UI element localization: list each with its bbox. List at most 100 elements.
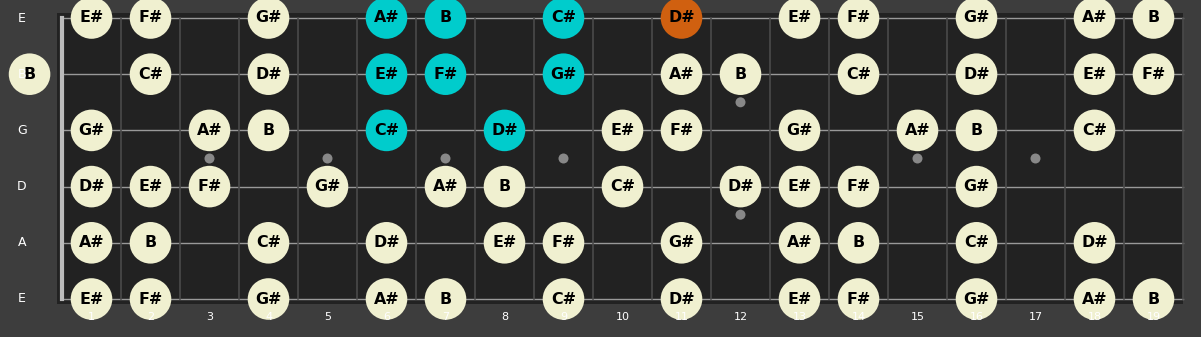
- Ellipse shape: [897, 110, 938, 151]
- Text: F#: F#: [847, 292, 871, 306]
- Ellipse shape: [71, 166, 113, 207]
- Text: E#: E#: [492, 235, 516, 250]
- Text: F#: F#: [847, 179, 871, 194]
- Text: E#: E#: [79, 10, 103, 26]
- Text: A#: A#: [669, 67, 694, 82]
- Ellipse shape: [956, 278, 997, 320]
- Ellipse shape: [247, 53, 289, 95]
- Ellipse shape: [778, 110, 820, 151]
- Text: D#: D#: [78, 179, 104, 194]
- Text: A#: A#: [197, 123, 222, 138]
- Ellipse shape: [1074, 53, 1116, 95]
- Ellipse shape: [956, 110, 997, 151]
- Text: B: B: [24, 67, 36, 82]
- Ellipse shape: [778, 278, 820, 320]
- Ellipse shape: [558, 153, 568, 163]
- Text: 13: 13: [793, 312, 807, 322]
- Ellipse shape: [204, 153, 215, 163]
- Text: 4: 4: [265, 312, 273, 322]
- Text: B: B: [440, 292, 452, 306]
- Text: A#: A#: [1082, 292, 1107, 306]
- Text: D#: D#: [255, 67, 282, 82]
- Text: F#: F#: [669, 123, 694, 138]
- Text: A#: A#: [79, 235, 104, 250]
- Ellipse shape: [189, 166, 231, 207]
- Text: D#: D#: [668, 292, 695, 306]
- Ellipse shape: [189, 110, 231, 151]
- Ellipse shape: [425, 0, 466, 39]
- Ellipse shape: [71, 0, 113, 39]
- Ellipse shape: [956, 166, 997, 207]
- Text: 5: 5: [324, 312, 331, 322]
- Ellipse shape: [956, 222, 997, 264]
- Ellipse shape: [719, 166, 761, 207]
- Ellipse shape: [1074, 278, 1116, 320]
- Text: G#: G#: [787, 123, 813, 138]
- Text: B: B: [144, 235, 156, 250]
- Ellipse shape: [366, 278, 407, 320]
- Ellipse shape: [484, 110, 525, 151]
- Ellipse shape: [543, 53, 585, 95]
- Text: C#: C#: [138, 67, 163, 82]
- Ellipse shape: [661, 110, 703, 151]
- Text: B: B: [853, 235, 865, 250]
- Ellipse shape: [366, 222, 407, 264]
- Text: 7: 7: [442, 312, 449, 322]
- Ellipse shape: [130, 0, 172, 39]
- Text: E#: E#: [788, 10, 812, 26]
- Ellipse shape: [71, 110, 113, 151]
- Ellipse shape: [543, 222, 585, 264]
- Ellipse shape: [484, 222, 525, 264]
- Text: 2: 2: [147, 312, 154, 322]
- Ellipse shape: [306, 166, 348, 207]
- Text: C#: C#: [551, 292, 576, 306]
- Ellipse shape: [543, 0, 585, 39]
- Ellipse shape: [130, 222, 172, 264]
- Text: G#: G#: [963, 292, 990, 306]
- Ellipse shape: [838, 166, 879, 207]
- Ellipse shape: [543, 278, 585, 320]
- Ellipse shape: [366, 110, 407, 151]
- Text: 11: 11: [675, 312, 688, 322]
- Text: C#: C#: [256, 235, 281, 250]
- Ellipse shape: [778, 0, 820, 39]
- Ellipse shape: [602, 110, 644, 151]
- Text: F#: F#: [138, 10, 162, 26]
- Text: F#: F#: [197, 179, 222, 194]
- Text: 9: 9: [560, 312, 567, 322]
- Text: C#: C#: [374, 123, 399, 138]
- Text: B: B: [17, 68, 26, 81]
- Text: G: G: [17, 124, 26, 137]
- Text: D: D: [17, 180, 26, 193]
- Ellipse shape: [838, 278, 879, 320]
- Ellipse shape: [661, 0, 703, 39]
- Text: D#: D#: [727, 179, 754, 194]
- Ellipse shape: [838, 53, 879, 95]
- Ellipse shape: [661, 53, 703, 95]
- Ellipse shape: [71, 222, 113, 264]
- Text: B: B: [1147, 10, 1159, 26]
- Text: 1: 1: [88, 312, 95, 322]
- Text: E#: E#: [788, 179, 812, 194]
- Text: 16: 16: [969, 312, 984, 322]
- Text: C#: C#: [964, 235, 988, 250]
- Text: B: B: [735, 67, 747, 82]
- Text: E: E: [18, 293, 25, 306]
- Ellipse shape: [735, 97, 746, 107]
- Text: D#: D#: [963, 67, 990, 82]
- Text: G#: G#: [78, 123, 104, 138]
- Text: G#: G#: [668, 235, 694, 250]
- Text: E#: E#: [79, 292, 103, 306]
- Ellipse shape: [1074, 0, 1116, 39]
- Text: F#: F#: [1141, 67, 1166, 82]
- Ellipse shape: [1074, 110, 1116, 151]
- Ellipse shape: [661, 278, 703, 320]
- Ellipse shape: [366, 53, 407, 95]
- Ellipse shape: [1030, 153, 1040, 163]
- Text: B: B: [498, 179, 510, 194]
- Text: C#: C#: [1082, 123, 1107, 138]
- Text: 19: 19: [1147, 312, 1160, 322]
- Text: G#: G#: [315, 179, 341, 194]
- Text: A: A: [18, 236, 26, 249]
- Text: E#: E#: [375, 67, 399, 82]
